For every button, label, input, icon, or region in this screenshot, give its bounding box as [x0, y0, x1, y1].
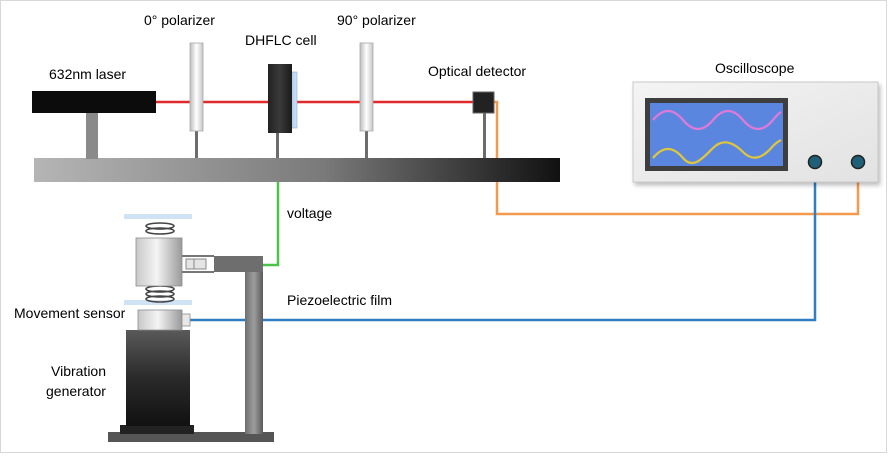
vibration-generator — [120, 330, 194, 434]
label-vibration-generator-line1: Vibration — [51, 363, 106, 379]
polarizer-90 — [359, 42, 374, 158]
dhflc-cell-post — [276, 132, 279, 158]
optical-detector — [472, 91, 495, 158]
label-movement-sensor: Movement sensor — [14, 305, 126, 321]
upper-plate — [124, 214, 192, 219]
optical-detector-post — [483, 112, 486, 158]
movement-sensor-connector — [181, 313, 191, 327]
oscilloscope-knob-ch1 — [807, 154, 823, 170]
movement-sensor — [137, 309, 191, 331]
polarizer-0 — [189, 42, 204, 158]
trace-lower — [652, 139, 782, 165]
polarizer-90-post — [365, 130, 368, 158]
oscilloscope — [632, 81, 879, 183]
label-vibration-generator-line2: generator — [46, 383, 106, 399]
dhflc-cell — [268, 64, 298, 158]
stand-arm — [214, 256, 263, 272]
laser — [32, 91, 156, 159]
label-polarizer-90: 90° polarizer — [337, 12, 416, 28]
suspended-mass — [135, 237, 183, 287]
label-optical-detector: Optical detector — [428, 63, 526, 79]
laser-body — [32, 91, 156, 113]
stand-column — [245, 268, 263, 434]
optical-detector-body — [472, 91, 495, 114]
polarizer-0-plate — [189, 42, 204, 132]
vibration-generator-foot — [120, 425, 194, 434]
dhflc-cell-body — [268, 64, 292, 133]
oscilloscope-screen — [650, 103, 783, 166]
optical-rail — [34, 158, 560, 182]
trace-upper — [652, 109, 782, 131]
vibration-generator-body — [126, 330, 190, 426]
piezo-clamp — [182, 255, 214, 273]
label-oscilloscope: Oscilloscope — [715, 60, 795, 76]
label-laser: 632nm laser — [49, 66, 126, 82]
laser-post — [86, 113, 98, 159]
polarizer-90-plate — [359, 42, 374, 132]
upper-spring — [145, 222, 175, 235]
movement-sensor-body — [137, 309, 183, 331]
label-polarizer-0: 0° polarizer — [144, 12, 215, 28]
label-dhflc-cell: DHFLC cell — [245, 32, 317, 48]
detector-wire — [490, 100, 860, 216]
polarizer-0-post — [195, 130, 198, 158]
rig-base — [108, 432, 274, 442]
label-piezoelectric-film: Piezoelectric film — [287, 292, 392, 308]
sensor-wire — [190, 162, 817, 322]
oscilloscope-knob-ch2 — [850, 154, 866, 170]
label-voltage: voltage — [287, 205, 332, 221]
